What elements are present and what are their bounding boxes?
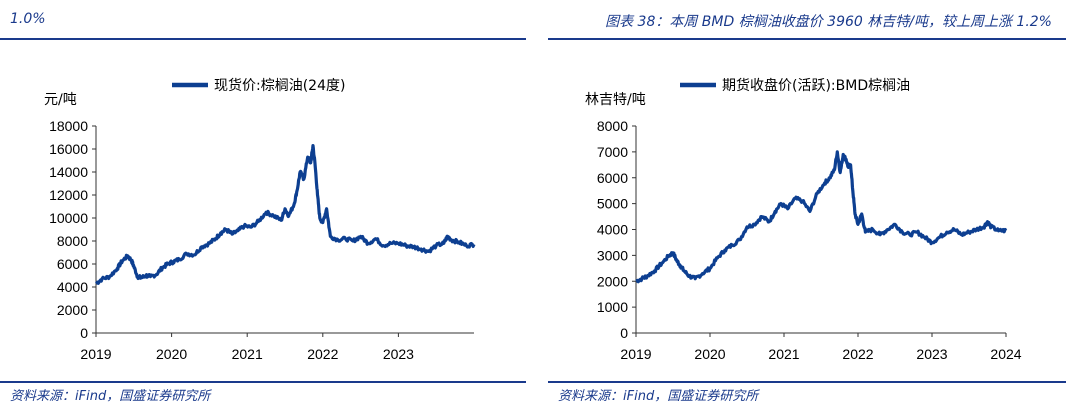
left-chart-panel: 1.0% 现货价:棕榈油(24度) 元/吨 0 2000 4000 6000 8000 100… — [0, 0, 526, 417]
left-y-tick-label: 4000 — [57, 279, 88, 295]
left-y-unit-label: 元/吨 — [44, 92, 77, 108]
right-chart-panel: 图表 38：本周 BMD 棕榈油收盘价 3960 林吉特/吨，较上周上涨 1.2… — [548, 0, 1066, 417]
right-y-tick-label: 0 — [620, 325, 628, 341]
right-x-tick-label: 2019 — [620, 346, 651, 362]
right-y-tick-label: 5000 — [597, 196, 628, 212]
left-y-tick-label: 2000 — [57, 302, 88, 318]
left-y-tick-label: 12000 — [49, 187, 88, 203]
left-y-tick-label: 18000 — [49, 118, 88, 134]
left-y-tick-label: 6000 — [57, 256, 88, 272]
left-header-text: 1.0% — [10, 11, 46, 27]
left-series-line — [95, 144, 476, 285]
right-series-line — [635, 150, 1008, 284]
left-legend-label: 现货价:棕榈油(24度) — [214, 77, 345, 94]
left-x-tick-label: 2022 — [307, 346, 338, 362]
right-source-note: 资料来源：iFind，国盛证券研究所 — [558, 389, 759, 404]
right-bottom-rule — [548, 381, 1066, 383]
left-x-tick-label: 2020 — [156, 346, 187, 362]
right-top-rule — [548, 38, 1066, 40]
right-x-tick-label: 2020 — [694, 346, 725, 362]
right-y-tick-label: 7000 — [597, 144, 628, 160]
right-x-tick-label: 2024 — [990, 346, 1021, 362]
right-x-tick-label: 2022 — [842, 346, 873, 362]
left-price-chart: 现货价:棕榈油(24度) 元/吨 0 2000 4000 6000 8000 10000 120… — [44, 77, 476, 362]
right-header-text: 图表 38：本周 BMD 棕榈油收盘价 3960 林吉特/吨，较上周上涨 1.2… — [605, 14, 1052, 30]
right-y-tick-label: 8000 — [597, 118, 628, 134]
left-y-tick-label: 16000 — [49, 141, 88, 157]
right-y-tick-label: 6000 — [597, 170, 628, 186]
left-x-tick-label: 2023 — [383, 346, 414, 362]
right-y-tick-label: 3000 — [597, 247, 628, 263]
left-x-tick-label: 2021 — [232, 346, 263, 362]
left-y-tick-label: 10000 — [49, 210, 88, 226]
right-x-tick-label: 2021 — [768, 346, 799, 362]
right-y-tick-label: 2000 — [597, 273, 628, 289]
left-top-rule — [0, 38, 526, 40]
left-source-note: 资料来源：iFind，国盛证券研究所 — [10, 389, 211, 404]
left-y-tick-label: 8000 — [57, 233, 88, 249]
left-x-tick-label: 2019 — [80, 346, 111, 362]
right-legend-label: 期货收盘价(活跃):BMD棕榈油 — [722, 77, 910, 94]
left-bottom-rule — [0, 381, 526, 383]
right-y-unit-label: 林吉特/吨 — [585, 92, 646, 108]
right-y-tick-label: 1000 — [597, 299, 628, 315]
right-x-tick-label: 2023 — [916, 346, 947, 362]
left-y-tick-label: 0 — [80, 325, 88, 341]
left-y-tick-label: 14000 — [49, 164, 88, 180]
right-y-tick-label: 4000 — [597, 222, 628, 238]
